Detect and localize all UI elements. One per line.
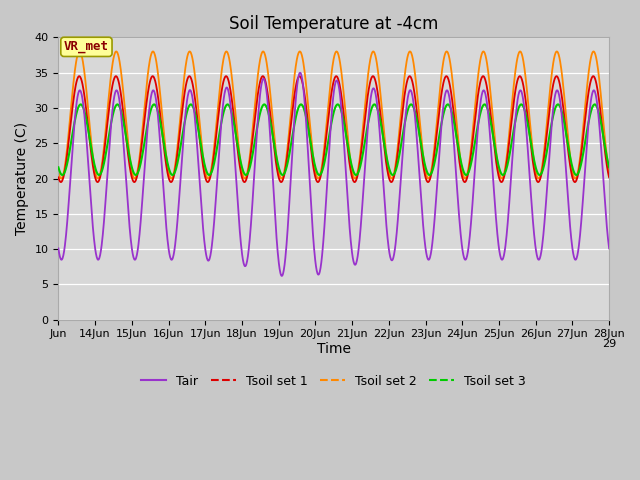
Text: 29: 29	[602, 339, 616, 349]
Tsoil set 2	[168, 176, 175, 181]
Tair	[492, 214, 500, 219]
Tsoil set 3	[54, 165, 62, 170]
Tsoil set 1	[164, 170, 172, 176]
Tsoil set 3	[541, 161, 548, 167]
Tsoil set 1	[239, 176, 246, 182]
Tair	[541, 220, 548, 226]
Tsoil set 3	[420, 157, 428, 163]
X-axis label: Time: Time	[317, 342, 351, 356]
Tair	[177, 171, 185, 177]
Tsoil set 3	[239, 168, 247, 174]
Tsoil set 2	[541, 145, 548, 151]
Tsoil set 2	[239, 174, 247, 180]
Tair	[54, 245, 62, 251]
Tsoil set 3	[177, 142, 185, 147]
Tsoil set 2	[164, 162, 172, 168]
Tsoil set 3	[224, 102, 232, 108]
Line: Tsoil set 1: Tsoil set 1	[58, 76, 609, 182]
Tsoil set 3	[164, 160, 172, 166]
Tsoil set 3	[492, 149, 500, 155]
Tsoil set 1	[420, 167, 428, 172]
Title: Soil Temperature at -4cm: Soil Temperature at -4cm	[229, 15, 438, 33]
Tair	[420, 231, 428, 237]
Tsoil set 2	[186, 48, 193, 54]
Tsoil set 1	[492, 156, 500, 162]
Tsoil set 2	[605, 168, 613, 174]
Legend: Tair, Tsoil set 1, Tsoil set 2, Tsoil set 3: Tair, Tsoil set 1, Tsoil set 2, Tsoil se…	[136, 370, 531, 393]
Y-axis label: Temperature (C): Temperature (C)	[15, 122, 29, 235]
Tsoil set 1	[54, 175, 62, 180]
Tair	[296, 70, 304, 76]
Line: Tsoil set 3: Tsoil set 3	[58, 105, 609, 175]
Tsoil set 1	[605, 175, 613, 180]
Tsoil set 2	[492, 146, 500, 152]
Tsoil set 1	[314, 179, 322, 185]
Tair	[239, 254, 246, 260]
Tair	[164, 237, 172, 242]
Tsoil set 3	[605, 165, 613, 170]
Tsoil set 2	[54, 168, 62, 174]
Text: VR_met: VR_met	[64, 40, 109, 53]
Line: Tsoil set 2: Tsoil set 2	[58, 51, 609, 179]
Tsoil set 1	[541, 152, 548, 157]
Tair	[605, 245, 613, 251]
Line: Tair: Tair	[58, 73, 609, 276]
Tsoil set 1	[332, 73, 340, 79]
Tair	[278, 273, 285, 279]
Tsoil set 2	[177, 104, 185, 109]
Tsoil set 3	[205, 172, 213, 178]
Tsoil set 2	[420, 158, 428, 164]
Tsoil set 1	[177, 120, 185, 126]
